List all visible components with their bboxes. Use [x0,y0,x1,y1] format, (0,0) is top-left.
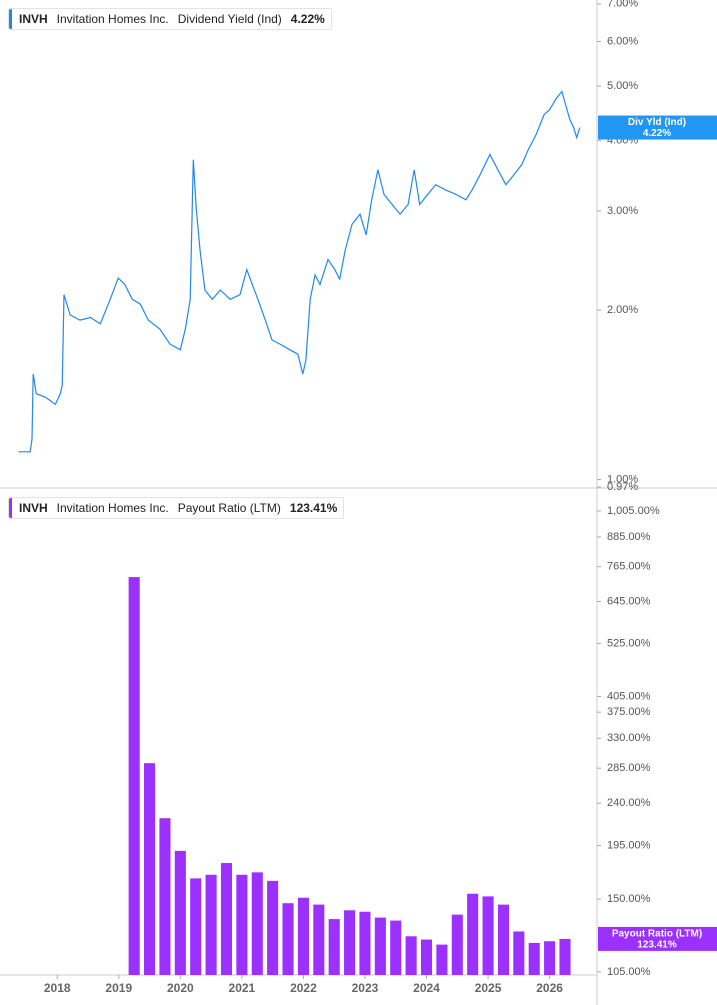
bar [359,911,371,975]
bar [482,896,494,975]
price-flag: Payout Ratio (LTM)123.41% [598,926,717,951]
legend-stripe [9,9,12,29]
x-tick-label: 2018 [44,981,71,995]
bar [297,897,309,975]
bar [467,893,479,975]
bar [174,850,186,975]
bar [390,920,402,975]
y-tick-label: 405.00% [607,690,651,702]
company: Invitation Homes Inc. [56,501,169,515]
y-tick-label: 7.00% [607,0,638,10]
x-tick-label: 2019 [105,981,132,995]
y-tick-label: 195.00% [607,839,651,851]
y-tick-label: 330.00% [607,732,651,744]
y-tick-label: 6.00% [607,35,638,47]
y-tick-label: 2.00% [607,304,638,316]
y-tick-label: 240.00% [607,797,651,809]
bar [267,880,279,975]
flag-label: Div Yld (Ind) [628,117,686,128]
y-tick-label: 375.00% [607,706,651,718]
flag-value: 123.41% [637,940,677,951]
x-tick-label: 2024 [413,981,440,995]
y-tick-label: 1,005.00% [607,505,660,517]
bar [190,878,202,975]
bar [144,763,156,975]
y-tick-label: 525.00% [607,637,651,649]
bar [544,941,556,975]
ticker: INVH [19,12,48,26]
y-tick-label: 150.00% [607,893,651,905]
legend: INVH Invitation Homes Inc. Dividend Yiel… [8,8,332,30]
bar [451,914,463,975]
bar [328,919,340,975]
bar [220,863,233,975]
bar [405,936,417,975]
metric: Payout Ratio (LTM) [177,501,281,515]
x-tick-label: 2026 [536,981,563,995]
flag-value: 4.22% [643,128,671,139]
x-tick-label: 2020 [167,981,194,995]
bar [420,939,433,975]
x-tick-label: 2025 [475,981,502,995]
bar [282,903,294,975]
y-tick-label: 5.00% [607,80,638,92]
y-tick-label: 645.00% [607,595,651,607]
y-tick-label: 285.00% [607,762,651,774]
y-tick-label: 105.00% [607,966,651,978]
legend: INVH Invitation Homes Inc. Payout Ratio … [8,497,345,519]
legend-stripe [9,498,12,518]
price-flag: Div Yld (Ind)4.22% [598,115,717,140]
flag-box [598,115,717,140]
bar [528,942,540,975]
metric: Dividend Yield (Ind) [177,12,282,26]
y-tick-label: 885.00% [607,531,651,543]
company: Invitation Homes Inc. [56,12,169,26]
bar [436,944,448,975]
y-tick-label: 0.97% [607,481,638,493]
metric-value: 4.22% [290,12,325,26]
flag-label: Payout Ratio (LTM) [612,929,702,940]
line-series [18,90,581,453]
bar [251,872,263,975]
flag-box [598,926,717,951]
bar [374,917,386,975]
x-tick-label: 2022 [290,981,317,995]
ticker: INVH [19,501,48,515]
bar [205,874,217,975]
bar [313,904,325,975]
x-tick-label: 2021 [229,981,256,995]
y-tick-label: 3.00% [607,205,638,217]
bar [513,931,525,975]
bar [159,818,171,975]
y-tick-label: 1.00% [607,473,638,485]
bar [497,904,509,975]
bar [236,874,248,975]
metric-value: 123.41% [289,501,338,515]
x-tick-label: 2023 [352,981,379,995]
y-tick-label: 765.00% [607,561,651,573]
bar [344,910,356,975]
bar [559,938,571,975]
bar [128,577,140,975]
